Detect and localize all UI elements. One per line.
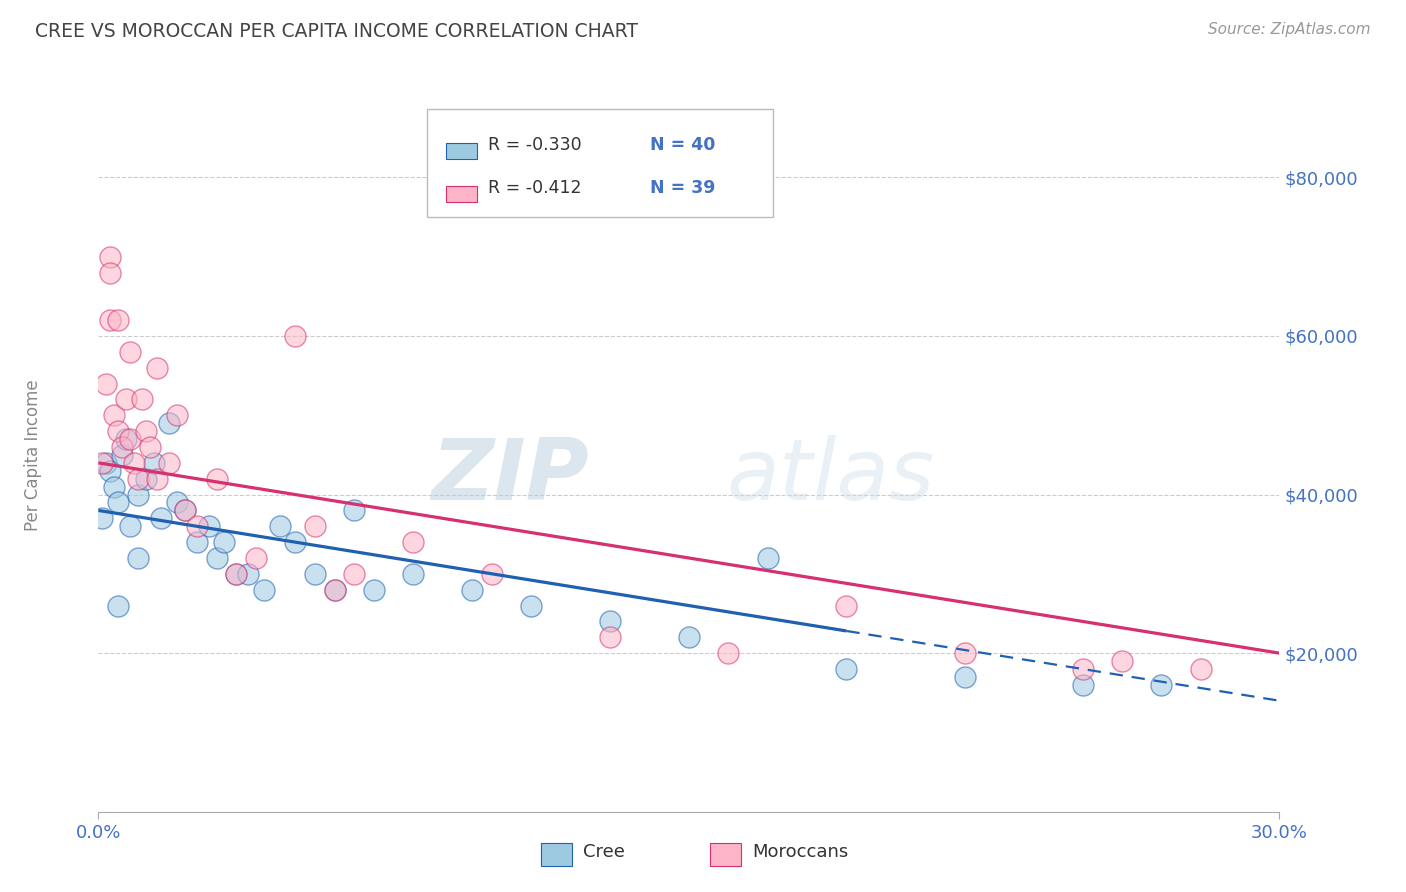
Point <box>111 440 134 454</box>
Point <box>225 566 247 581</box>
Text: Moroccans: Moroccans <box>752 843 848 861</box>
Text: N = 39: N = 39 <box>650 179 714 197</box>
Point <box>304 519 326 533</box>
Point <box>304 566 326 581</box>
Point <box>205 472 228 486</box>
Point <box>150 511 173 525</box>
Text: Per Capita Income: Per Capita Income <box>24 379 42 531</box>
Point <box>103 480 125 494</box>
Point <box>678 630 700 644</box>
Point <box>157 456 180 470</box>
Point <box>142 456 165 470</box>
Point <box>135 424 157 438</box>
Point <box>343 566 366 581</box>
Point <box>135 472 157 486</box>
Point <box>1150 678 1173 692</box>
Point <box>284 329 307 343</box>
Point <box>157 416 180 430</box>
Point <box>98 313 121 327</box>
Point <box>111 448 134 462</box>
Point <box>98 266 121 280</box>
Point <box>481 566 503 581</box>
Point <box>1071 662 1094 676</box>
Point <box>107 599 129 613</box>
Point <box>323 582 346 597</box>
Point <box>269 519 291 533</box>
Point <box>98 464 121 478</box>
Point <box>236 566 259 581</box>
Point <box>225 566 247 581</box>
Point <box>599 615 621 629</box>
Text: ZIP: ZIP <box>430 434 589 518</box>
Point <box>717 646 740 660</box>
Point <box>1189 662 1212 676</box>
Point <box>402 566 425 581</box>
Point <box>146 472 169 486</box>
Point <box>284 535 307 549</box>
Point <box>953 670 976 684</box>
Point <box>323 582 346 597</box>
Point <box>146 360 169 375</box>
Point <box>1071 678 1094 692</box>
Point <box>98 250 121 264</box>
Point <box>127 551 149 566</box>
Point <box>953 646 976 660</box>
Text: N = 40: N = 40 <box>650 136 714 153</box>
Point <box>127 472 149 486</box>
Point <box>122 456 145 470</box>
Point <box>91 511 114 525</box>
Point <box>186 519 208 533</box>
Text: CREE VS MOROCCAN PER CAPITA INCOME CORRELATION CHART: CREE VS MOROCCAN PER CAPITA INCOME CORRE… <box>35 22 638 41</box>
Point <box>174 503 197 517</box>
Point <box>103 409 125 423</box>
Point <box>96 376 118 391</box>
Point <box>107 424 129 438</box>
Point <box>245 551 267 566</box>
Text: R = -0.330: R = -0.330 <box>488 136 582 153</box>
Point <box>138 440 160 454</box>
Point <box>756 551 779 566</box>
Point <box>166 495 188 509</box>
Point <box>118 432 141 446</box>
Point <box>402 535 425 549</box>
Point <box>197 519 219 533</box>
Point <box>107 495 129 509</box>
Text: atlas: atlas <box>727 434 935 518</box>
Text: R = -0.412: R = -0.412 <box>488 179 582 197</box>
Point <box>118 519 141 533</box>
Point <box>91 456 114 470</box>
Point <box>174 503 197 517</box>
Point <box>118 344 141 359</box>
Point <box>599 630 621 644</box>
Point <box>115 432 138 446</box>
Text: Source: ZipAtlas.com: Source: ZipAtlas.com <box>1208 22 1371 37</box>
Point <box>1111 654 1133 668</box>
Point <box>343 503 366 517</box>
Point <box>186 535 208 549</box>
Point <box>253 582 276 597</box>
Point <box>461 582 484 597</box>
Point <box>115 392 138 407</box>
Point <box>363 582 385 597</box>
Point <box>166 409 188 423</box>
Point <box>127 487 149 501</box>
Text: Cree: Cree <box>583 843 626 861</box>
Point <box>835 662 858 676</box>
Point <box>520 599 543 613</box>
Point <box>835 599 858 613</box>
Point <box>214 535 236 549</box>
Point <box>96 456 118 470</box>
Point <box>131 392 153 407</box>
Point <box>107 313 129 327</box>
Point <box>205 551 228 566</box>
